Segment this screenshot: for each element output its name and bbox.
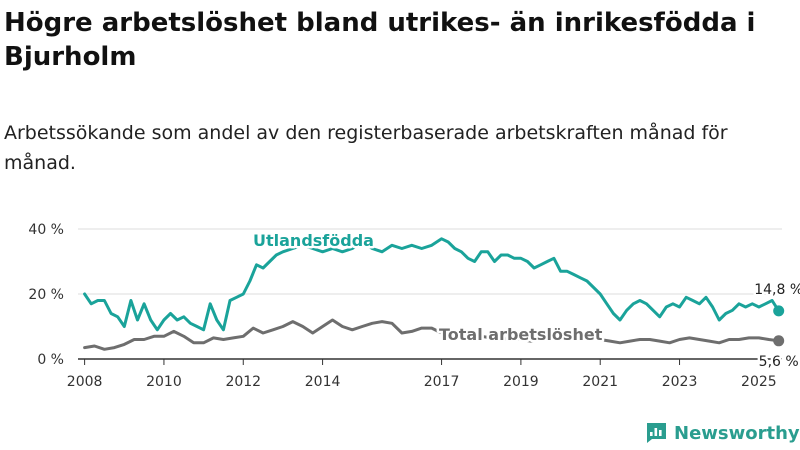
x-tick-label: 2008 — [67, 374, 103, 390]
y-tick-label: 40 % — [28, 222, 64, 238]
series-line-utlandsfodda — [83, 237, 781, 332]
x-tick-label: 2014 — [305, 374, 341, 390]
end-marker-total — [773, 335, 785, 347]
chart-title: Högre arbetslöshet bland utrikes- än inr… — [4, 8, 756, 72]
end-marker-utlandsfodda — [773, 305, 785, 317]
series-label-total: Total arbetslöshet — [439, 325, 603, 344]
x-tick-label: 2012 — [225, 374, 261, 390]
end-value-utlandsfodda: 14,8 % — [754, 282, 800, 298]
x-tick-label: 2019 — [503, 374, 539, 390]
brand-name: Newsworthy — [674, 422, 800, 444]
x-tick-label: 2010 — [146, 374, 182, 390]
x-tick-label: 2021 — [582, 374, 618, 390]
y-tick-label: 20 % — [28, 287, 64, 303]
x-tick-label: 2023 — [662, 374, 698, 390]
end-value-total: 5,6 % — [759, 354, 799, 370]
chart-subtitle: Arbetssökande som andel av den registerb… — [4, 122, 728, 174]
line-chart: 0 % 20 % 40 % 2008 2010 2012 2014 2017 2019 2021 2… — [28, 222, 800, 390]
x-tick-label: 2025 — [741, 374, 777, 390]
x-tick-label: 2017 — [424, 374, 460, 390]
y-tick-label: 0 % — [37, 352, 64, 368]
newsworthy-logo-icon — [646, 423, 666, 443]
brand-logo: Newsworthy — [644, 418, 800, 448]
series-line-total — [83, 318, 781, 351]
series-label-utlandsfodda: Utlandsfödda — [253, 231, 374, 250]
